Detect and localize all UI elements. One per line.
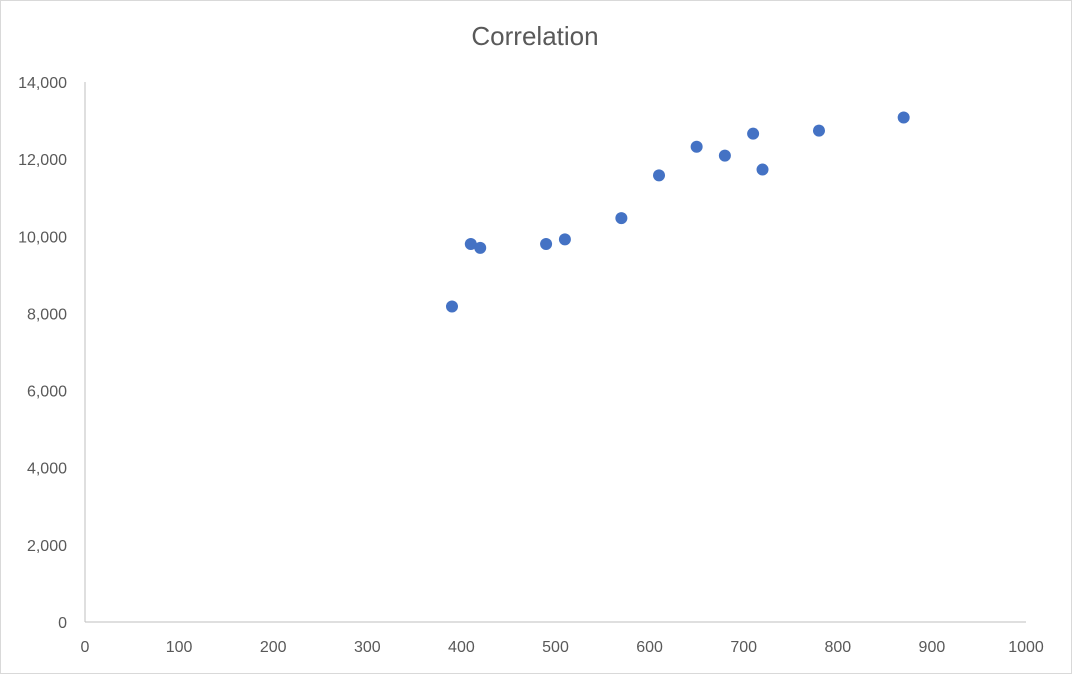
y-tick-label: 4,000 [27, 461, 67, 478]
x-tick-label: 200 [260, 639, 287, 656]
x-tick-label: 700 [730, 639, 757, 656]
chart-title: Correlation [471, 21, 598, 51]
data-point [756, 163, 769, 176]
y-tick-label: 8,000 [27, 306, 67, 323]
data-point [615, 212, 628, 225]
y-tick-label: 2,000 [27, 538, 67, 555]
data-point [653, 169, 666, 182]
x-tick-label: 900 [919, 639, 946, 656]
data-point [747, 127, 760, 140]
x-tick-label: 1000 [1008, 639, 1044, 656]
x-tick-label: 800 [824, 639, 851, 656]
data-point [897, 111, 910, 124]
data-point [445, 300, 458, 313]
y-tick-label: 6,000 [27, 384, 67, 401]
x-tick-labels: 0 100 200 300 400 500 600 700 800 900 1000 [81, 639, 1044, 656]
x-tick-label: 100 [166, 639, 193, 656]
data-point [718, 149, 731, 162]
data-point [540, 238, 553, 250]
data-point [558, 233, 571, 246]
data-point [464, 238, 477, 250]
y-tick-label: 14,000 [18, 75, 67, 92]
x-tick-label: 500 [542, 639, 569, 656]
data-points [445, 111, 910, 313]
y-tick-label: 0 [58, 615, 67, 632]
x-tick-label: 300 [354, 639, 381, 656]
x-tick-label: 400 [448, 639, 475, 656]
y-tick-label: 12,000 [18, 152, 67, 169]
x-tick-label: 0 [81, 639, 90, 656]
data-point [690, 140, 703, 153]
data-point [812, 124, 825, 137]
x-tick-label: 600 [636, 639, 663, 656]
y-tick-labels: 0 2,000 4,000 6,000 8,000 10,000 12,000 14,000 [18, 75, 67, 632]
data-point [474, 241, 487, 254]
y-tick-label: 10,000 [18, 229, 67, 246]
